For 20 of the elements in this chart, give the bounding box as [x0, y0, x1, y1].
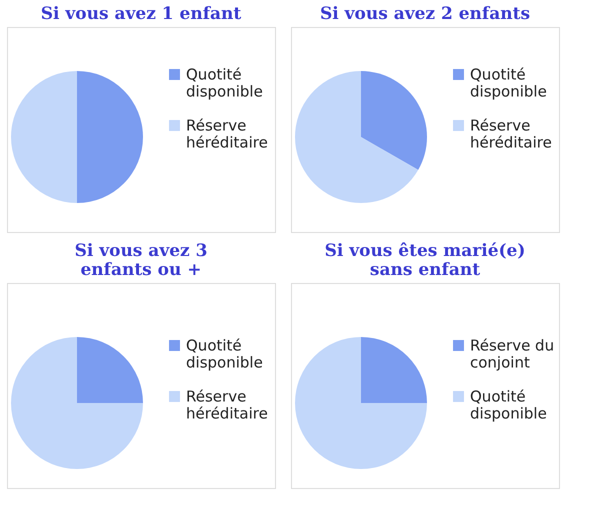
- legend-label: Réserve du conjoint: [470, 336, 554, 372]
- chart-title: Si vous avez 1 enfant: [40, 4, 242, 24]
- pie-slice: [295, 337, 427, 469]
- pie-slice: [11, 71, 77, 203]
- legend-label: Réserve héréditaire: [470, 116, 552, 152]
- pie-slice: [361, 337, 427, 403]
- pie-slice: [361, 71, 427, 170]
- pie-slice: [11, 337, 143, 469]
- legend-label: Quotité disponible: [470, 66, 547, 100]
- pie-slice: [77, 337, 143, 403]
- legend-label: Quotité disponible: [186, 66, 263, 100]
- pie-slice: [295, 71, 418, 203]
- chart-title: Si vous êtes marié(e) sans enfant: [324, 241, 526, 280]
- chart-title: Si vous avez 2 enfants: [320, 4, 530, 24]
- legend-label: Réserve héréditaire: [186, 116, 268, 152]
- legend-label: Quotité disponible: [186, 336, 263, 372]
- pie-slice: [77, 71, 143, 203]
- legend-label: Réserve héréditaire: [186, 388, 268, 422]
- chart-title: Si vous avez 3 enfants ou +: [74, 241, 208, 280]
- legend-label: Quotité disponible: [470, 388, 547, 422]
